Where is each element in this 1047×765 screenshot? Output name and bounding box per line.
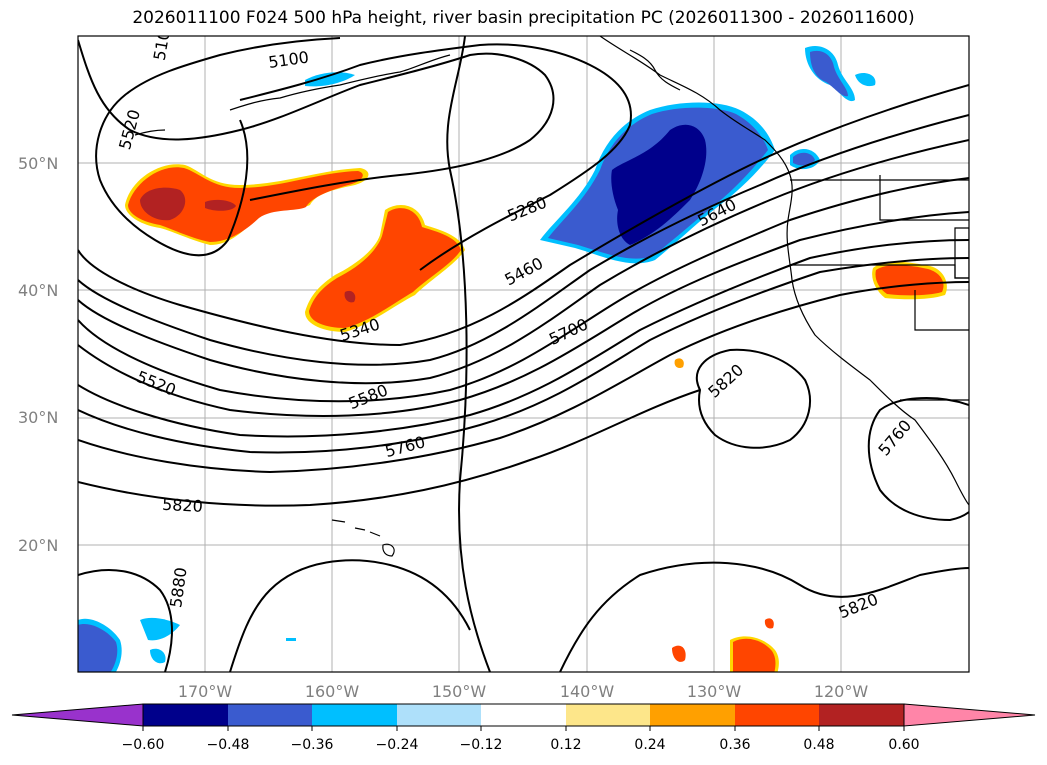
height-contours	[78, 36, 969, 672]
map-title: 2026011100 F024 500 hPa height, river ba…	[132, 8, 915, 28]
lat-label: 20°N	[18, 536, 58, 555]
lat-label: 50°N	[18, 154, 58, 173]
map-area	[78, 36, 969, 672]
colorbar-bin	[397, 704, 481, 726]
colorbar-bin	[735, 704, 819, 726]
colorbar-tick-label: −0.36	[291, 737, 334, 753]
colorbar-tick-label: 0.12	[550, 737, 581, 753]
colorbar-extend-high	[903, 703, 1036, 727]
colorbar-bin	[481, 704, 566, 726]
colorbar-tick-label: −0.12	[460, 737, 503, 753]
lat-labels: 50°N 40°N 30°N 20°N	[18, 154, 58, 555]
coastlines	[134, 36, 969, 557]
colorbar-tick-label: 0.60	[888, 737, 919, 753]
lon-label: 130°W	[687, 682, 742, 701]
colorbar-tick-labels: −0.60 −0.48 −0.36 −0.24 −0.12 0.12 0.24 …	[122, 737, 920, 753]
colorbar-tick-label: −0.24	[376, 737, 419, 753]
colorbar-ticks	[142, 726, 905, 731]
lon-label: 150°W	[432, 682, 487, 701]
colorbar-tick-label: 0.48	[803, 737, 834, 753]
colorbar-tick-label: 0.24	[634, 737, 665, 753]
colorbar-bin	[566, 704, 650, 726]
lat-label: 30°N	[18, 408, 58, 427]
contour-label: 5820	[162, 495, 204, 516]
colorbar-bin	[650, 704, 735, 726]
colorbar: −0.60 −0.48 −0.36 −0.24 −0.12 0.12 0.24 …	[11, 703, 1036, 753]
colorbar-bin	[228, 704, 312, 726]
colorbar-bin	[143, 704, 228, 726]
map-frame	[77, 35, 970, 673]
colorbar-tick-label: −0.60	[122, 737, 165, 753]
lon-label: 120°W	[814, 682, 869, 701]
lon-labels: 170°W 160°W 150°W 140°W 130°W 120°W	[178, 682, 869, 701]
precip-shading	[78, 45, 947, 672]
lon-label: 170°W	[178, 682, 233, 701]
colorbar-extend-low	[11, 703, 144, 727]
colorbar-bin	[312, 704, 397, 726]
lon-label: 140°W	[560, 682, 615, 701]
colorbar-tick-label: −0.48	[207, 737, 250, 753]
lon-label: 160°W	[305, 682, 360, 701]
colorbar-tick-label: 0.36	[719, 737, 750, 753]
colorbar-bin	[819, 704, 904, 726]
lat-label: 40°N	[18, 281, 58, 300]
